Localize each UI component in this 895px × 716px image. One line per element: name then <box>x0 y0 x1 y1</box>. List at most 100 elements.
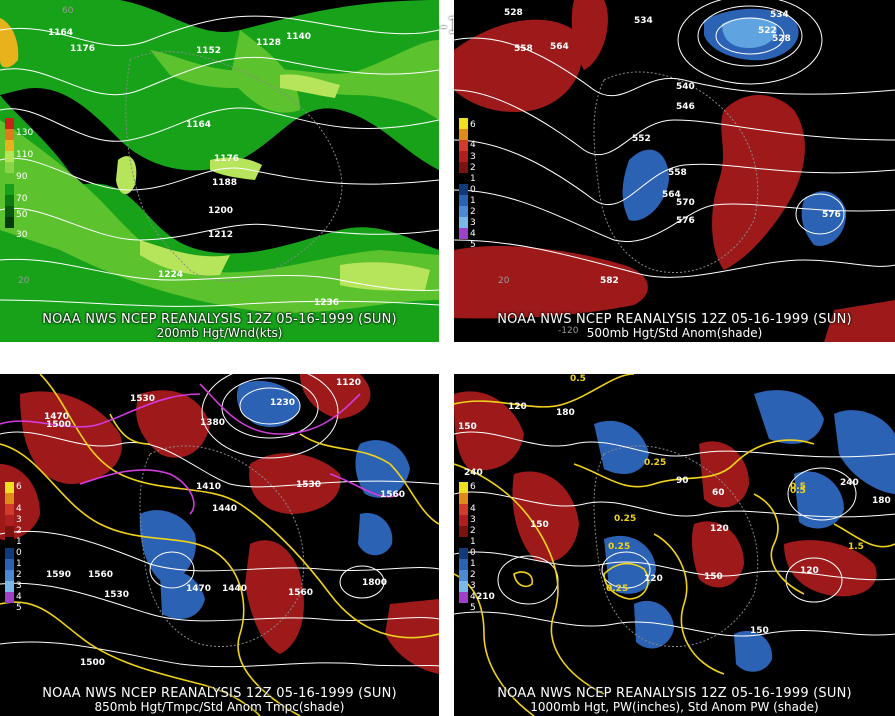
colorbar-label: 3 <box>470 515 476 525</box>
panel-1000mb: 0.5 120 180 150 240 0.25 0.25 90 60 120 … <box>454 374 895 716</box>
colorbar-label: 6 <box>470 482 476 492</box>
contour-label: 180 <box>556 408 575 418</box>
contour-label: 546 <box>676 102 695 112</box>
colorbar-label: 2 <box>470 207 476 217</box>
contour-label: 552 <box>632 134 651 144</box>
contour-label: 528 <box>772 34 791 44</box>
colorbar-label: 90 <box>16 172 28 182</box>
colorbar-label: 2 <box>16 570 22 580</box>
anomaly-colorbar <box>5 482 14 603</box>
colorbar-label: 2 <box>470 526 476 536</box>
colorbar-label: 4 <box>16 592 22 602</box>
colorbar-label: 3 <box>16 515 22 525</box>
colorbar-label: 3 <box>16 581 22 591</box>
grid-label: -120 <box>558 326 579 336</box>
panel-caption: NOAA NWS NCEP REANALYSIS 12Z 05-16-1999 … <box>42 312 397 327</box>
colorbar-label: 0 <box>470 185 476 195</box>
contour-label: 1440 <box>212 504 238 514</box>
contour-label: 534 <box>634 16 653 26</box>
colorbar-label: 1 <box>16 559 22 569</box>
colorbar-label: 3 <box>470 218 476 228</box>
contour-label: 1164 <box>48 28 74 38</box>
colorbar-label: 5 <box>470 603 476 613</box>
contour-label: 534 <box>770 10 789 20</box>
contour-label: 564 <box>550 42 569 52</box>
contour-label: 240 <box>840 478 859 488</box>
colorbar-label: 5 <box>470 240 476 250</box>
contour-label: 528 <box>504 8 523 18</box>
colorbar-label: 1 <box>16 537 22 547</box>
contour-label: 564 <box>662 190 681 200</box>
colorbar-label: 0 <box>16 548 22 558</box>
colorbar-label: 2 <box>470 570 476 580</box>
contour-label: 150 <box>750 626 769 636</box>
contour-label: 1440 <box>222 584 248 594</box>
colorbar-label: 6 <box>16 482 22 492</box>
contour-label: 1800 <box>362 578 388 588</box>
contour-label: 120 <box>710 524 729 534</box>
contour-label: 1176 <box>70 44 96 54</box>
contour-label: 1128 <box>256 38 282 48</box>
colorbar-label: 2 <box>16 526 22 536</box>
contour-label: 0.5 <box>570 374 586 384</box>
colorbar-label: 4 <box>470 504 476 514</box>
colorbar-label: 70 <box>16 194 28 204</box>
anomaly-colorbar <box>459 482 468 603</box>
colorbar-label: 30 <box>16 230 28 240</box>
contour-label: 1500 <box>46 420 72 430</box>
colorbar-label: 1 <box>470 537 476 547</box>
anomaly-colorbar <box>459 118 468 239</box>
grid-label: 20 <box>18 276 30 286</box>
contour-label: 120 <box>508 402 527 412</box>
contour-label: 540 <box>676 82 695 92</box>
contour-label: 576 <box>676 216 695 226</box>
panel-850mb: 1470 1500 1530 1230 1380 1410 1440 1530 … <box>0 374 439 716</box>
contour-label: 1530 <box>130 394 156 404</box>
colorbar-label: 1 <box>470 196 476 206</box>
contour-label: 1380 <box>200 418 226 428</box>
colorbar-label: 4 <box>470 592 476 602</box>
contour-label: 1.5 <box>848 542 864 552</box>
colorbar-label: 2 <box>470 163 476 173</box>
colorbar-label: 110 <box>16 150 34 160</box>
contour-label: 1176 <box>214 154 240 164</box>
colorbar-label: 4 <box>16 504 22 514</box>
colorbar-label: 1 <box>470 174 476 184</box>
contour-label: 570 <box>676 198 695 208</box>
contour-label: 1470 <box>44 412 70 422</box>
contour-label: 1560 <box>288 588 314 598</box>
wind-colorbar <box>5 118 14 228</box>
contour-label: 1140 <box>286 32 312 42</box>
contour-label: 1560 <box>88 570 114 580</box>
contour-label: 582 <box>600 276 619 286</box>
panel-subcaption: 500mb Hgt/Std Anom(shade) <box>586 326 763 340</box>
contour-label: 1212 <box>208 230 234 240</box>
contour-label: 90 <box>676 476 689 486</box>
panel-1000mb-map <box>454 374 895 716</box>
panel-subcaption: 850mb Hgt/Tmpc/Std Anom Tmpc(shade) <box>94 700 345 714</box>
colorbar-label: 1 <box>470 559 476 569</box>
contour-label: 240 <box>464 468 483 478</box>
panel-500mb: 528 564 558 534 522 528 534 540 546 552 … <box>454 0 895 342</box>
contour-label: 1500 <box>80 658 106 668</box>
contour-label: 0.5 <box>790 486 806 496</box>
contour-label: 0.25 <box>606 584 629 594</box>
contour-label: 1236 <box>314 298 340 308</box>
colorbar-label: 50 <box>16 210 28 220</box>
contour-label: 1188 <box>212 178 238 188</box>
contour-label: 1152 <box>196 46 222 56</box>
grid-label: 60 <box>62 6 74 16</box>
contour-label: 558 <box>514 44 533 54</box>
colorbar-label: 6 <box>470 120 476 130</box>
panel-caption: NOAA NWS NCEP REANALYSIS 12Z 05-16-1999 … <box>497 312 852 327</box>
contour-label: 1560 <box>380 490 406 500</box>
contour-label: 1230 <box>270 398 296 408</box>
panel-caption: NOAA NWS NCEP REANALYSIS 12Z 05-16-1999 … <box>42 686 397 701</box>
contour-label: 1120 <box>336 378 362 388</box>
contour-label: 60 <box>712 488 725 498</box>
colorbar-label: 5 <box>16 603 22 613</box>
contour-label: 1200 <box>208 206 234 216</box>
contour-label: 1470 <box>186 584 212 594</box>
colorbar-label: 3 <box>470 581 476 591</box>
contour-label: 120 <box>644 574 663 584</box>
